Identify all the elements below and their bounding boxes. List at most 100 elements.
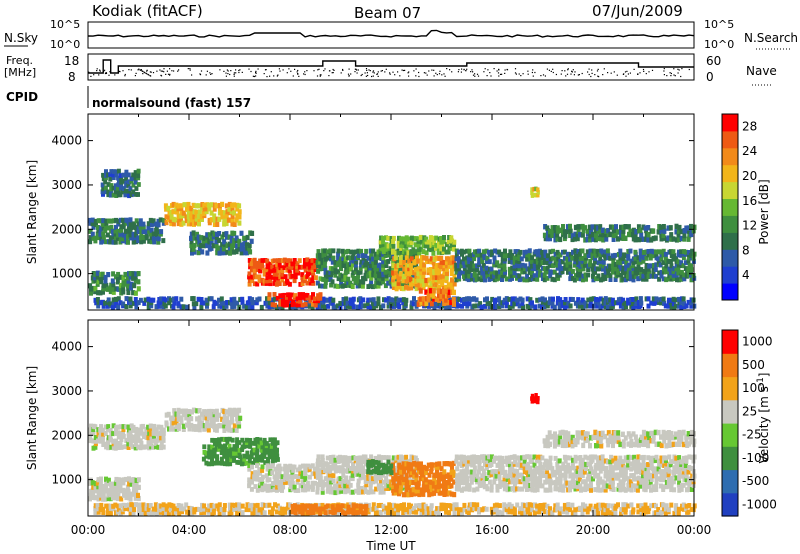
heatmap-cell (381, 275, 386, 281)
heatmap-cell (143, 297, 148, 303)
heatmap-cell (546, 253, 551, 259)
heatmap-cell (136, 173, 141, 179)
heatmap-cell (262, 437, 267, 443)
heatmap-cell (209, 408, 214, 415)
heatmap-cell (421, 243, 426, 249)
heatmap-cell (217, 250, 222, 256)
heatmap-cell (466, 461, 471, 467)
nave-point (597, 75, 599, 77)
heatmap-cell (504, 276, 509, 282)
heatmap-cell (684, 260, 688, 266)
heatmap-cell (361, 255, 366, 261)
heatmap-cell (371, 297, 376, 303)
heatmap-cell (113, 442, 118, 448)
heatmap-cell (440, 282, 445, 288)
heatmap-cell (219, 456, 224, 462)
heatmap-cell (427, 472, 432, 478)
heatmap-cell (474, 273, 479, 279)
heatmap-cell (325, 273, 330, 279)
heatmap-cell (111, 503, 116, 509)
heatmap-cell (295, 479, 300, 485)
heatmap-cell (566, 228, 571, 235)
heatmap-cell (568, 266, 573, 272)
heatmap-cell (591, 231, 595, 238)
heatmap-cell (161, 430, 166, 436)
heatmap-cell (255, 267, 260, 272)
heatmap-cell (555, 232, 560, 238)
heatmap-cell (215, 221, 220, 227)
heatmap-cell (139, 440, 144, 446)
heatmap-cell (292, 503, 297, 508)
heatmap-cell (151, 430, 156, 436)
heatmap-cell (523, 510, 528, 516)
heatmap-cell (576, 256, 581, 261)
heatmap-cell (409, 259, 414, 265)
heatmap-cell (642, 255, 647, 261)
heatmap-cell (333, 462, 338, 468)
heatmap-cell (277, 487, 282, 492)
heatmap-cell (280, 277, 285, 283)
heatmap-cell (560, 303, 565, 309)
heatmap-cell (519, 256, 524, 262)
heatmap-cell (171, 304, 176, 310)
heatmap-cell (659, 270, 664, 275)
heatmap-cell (633, 303, 638, 309)
heatmap-cell (434, 255, 439, 261)
heatmap-cell (466, 256, 471, 261)
heatmap-cell (409, 256, 414, 262)
heatmap-cell (402, 266, 407, 272)
heatmap-cell (247, 477, 252, 483)
heatmap-cell (628, 270, 633, 276)
heatmap-cell (270, 275, 275, 280)
heatmap-cell (345, 483, 350, 489)
heatmap-cell (136, 168, 141, 174)
heatmap-cell (623, 235, 628, 241)
heatmap-cell (606, 252, 611, 258)
heatmap-cell (300, 480, 305, 486)
nave-point (588, 68, 590, 70)
heatmap-cell (384, 235, 388, 241)
heatmap-cell (325, 503, 330, 509)
heatmap-cell (623, 509, 628, 515)
heatmap-cell (262, 444, 267, 450)
heatmap-cell (626, 252, 631, 258)
heatmap-cell (492, 262, 497, 268)
heatmap-cell (396, 510, 401, 516)
heatmap-cell (215, 503, 220, 509)
heatmap-cell (369, 263, 373, 269)
heatmap-cell (374, 469, 379, 475)
heatmap-cell (399, 239, 404, 245)
heatmap-cell (93, 238, 98, 244)
heatmap-cell (618, 296, 623, 302)
heatmap-cell (611, 236, 616, 242)
heatmap-cell (161, 238, 166, 244)
heatmap-cell (477, 455, 482, 461)
nave-point (663, 74, 665, 76)
heatmap-cell (407, 266, 412, 272)
heatmap-cell (253, 510, 258, 516)
heatmap-cell (386, 235, 391, 241)
nave-point (177, 70, 179, 72)
nave-point (225, 72, 227, 74)
heatmap-cell (636, 270, 640, 276)
nave-point (561, 70, 563, 72)
heatmap-cell (320, 486, 325, 492)
heatmap-cell (478, 301, 483, 307)
nave-point (317, 69, 319, 71)
heatmap-cell (103, 441, 108, 447)
heatmap-cell (207, 232, 212, 238)
heatmap-cell (192, 243, 197, 249)
heatmap-cell (230, 206, 235, 212)
heatmap-cell (149, 235, 154, 241)
heatmap-cell (108, 288, 113, 295)
heatmap-cell (477, 260, 482, 266)
heatmap-cell (436, 487, 441, 493)
heatmap-cell (565, 259, 570, 265)
heatmap-cell (329, 256, 334, 262)
heatmap-cell (545, 260, 550, 266)
heatmap-cell (167, 426, 171, 432)
heatmap-cell (269, 450, 274, 456)
heatmap-cell (622, 252, 626, 258)
heatmap-cell (179, 419, 184, 425)
